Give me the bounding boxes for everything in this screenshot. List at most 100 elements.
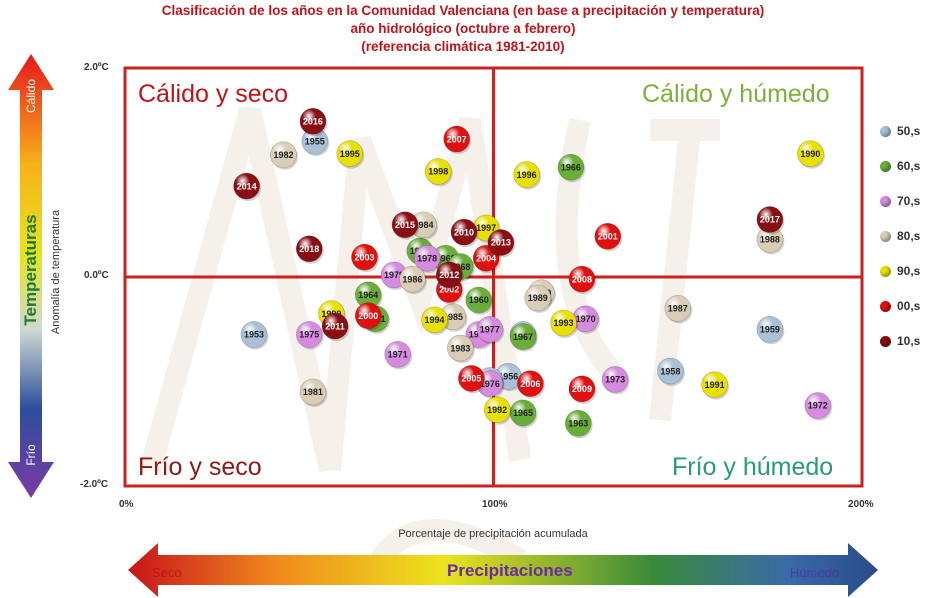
title-line-2: año hidrológico (octubre a febrero) xyxy=(350,21,576,36)
point-label: 2007 xyxy=(447,134,467,144)
chart-title: Clasificación de los años en la Comunida… xyxy=(0,2,926,56)
point-label: 2017 xyxy=(760,215,780,225)
data-point: 2018 xyxy=(295,235,324,264)
point-marker xyxy=(458,365,485,392)
data-point: 1993 xyxy=(550,309,579,338)
point-marker xyxy=(413,244,441,272)
data-point: 1996 xyxy=(513,161,542,190)
y-tick-label: 2.0ºC xyxy=(84,62,109,73)
legend-marker xyxy=(880,125,891,137)
point-label: 2005 xyxy=(461,374,481,384)
point-marker xyxy=(564,409,592,437)
data-point: 1983 xyxy=(447,334,475,364)
data-point: 1978 xyxy=(413,244,442,274)
point-marker xyxy=(299,107,327,135)
legend-marker xyxy=(880,300,891,312)
point-marker xyxy=(391,211,419,239)
point-marker xyxy=(594,222,622,250)
point-marker xyxy=(568,265,596,293)
point-marker xyxy=(756,206,784,233)
quadrant-label-hot-wet: Cálido y húmedo xyxy=(642,80,830,108)
point-marker xyxy=(295,235,323,263)
data-point: 1971 xyxy=(384,341,413,370)
point-marker xyxy=(557,153,585,181)
temperature-arrow xyxy=(8,54,54,498)
point-label: 1967 xyxy=(513,332,533,342)
precip-label: Precipitaciones xyxy=(447,561,573,580)
legend-marker xyxy=(880,195,891,207)
point-marker xyxy=(336,140,364,167)
data-point: 1986 xyxy=(399,265,427,295)
data-point: 1984 xyxy=(410,211,438,240)
point-marker xyxy=(701,371,728,398)
data-point: 1973 xyxy=(601,366,630,395)
point-label: 2015 xyxy=(395,220,415,230)
title-line-1: Clasificación de los años en la Comunida… xyxy=(161,3,765,18)
title-line-3: (referencia climática 1981-2010) xyxy=(361,39,565,54)
point-label: 2002 xyxy=(439,285,459,295)
point-label: 1978 xyxy=(417,253,437,263)
x-axis-label: Porcentaje de precipitación acumulada xyxy=(398,528,588,540)
point-label: 1984 xyxy=(413,220,433,230)
point-label: 2001 xyxy=(598,231,618,241)
legend-label: 00,s xyxy=(897,299,921,313)
point-marker xyxy=(804,392,832,419)
data-point: 1955 xyxy=(301,127,330,157)
legend-label: 50,s xyxy=(897,124,921,138)
legend-label: 70,s xyxy=(897,194,921,208)
data-point: 2006 xyxy=(517,370,545,399)
point-label: 2016 xyxy=(303,116,323,126)
data-point: 2013 xyxy=(487,229,516,258)
precipitation-arrow xyxy=(128,543,878,597)
y-tick-label: 0.0ºC xyxy=(84,270,109,281)
data-point: 1953 xyxy=(240,321,269,350)
precip-right-label: Húmedo xyxy=(790,565,840,580)
point-label: 1997 xyxy=(476,223,496,233)
legend-item: 10,s xyxy=(880,333,920,349)
point-label: 2012 xyxy=(439,270,459,280)
data-point: 1967 xyxy=(509,323,538,352)
point-marker xyxy=(509,399,537,427)
legend-item: 50,s xyxy=(880,123,920,139)
point-marker xyxy=(664,295,692,322)
legend-item: 00,s xyxy=(880,298,920,314)
point-label: 1983 xyxy=(450,343,470,353)
data-point: 2007 xyxy=(443,125,472,155)
legend-label: 10,s xyxy=(897,334,921,348)
point-label: 1976 xyxy=(480,379,500,389)
legend-marker xyxy=(880,335,891,347)
point-marker xyxy=(447,334,474,362)
point-marker xyxy=(509,323,537,350)
point-label: 1958 xyxy=(660,366,680,376)
data-point: 1991 xyxy=(701,371,730,400)
point-label: 1962 xyxy=(436,253,456,263)
point-marker xyxy=(435,261,463,289)
point-label: 1956 xyxy=(498,371,518,381)
point-label: 1989 xyxy=(528,293,548,303)
point-label: 1977 xyxy=(480,324,500,334)
point-label: 1991 xyxy=(705,380,725,390)
data-point: 2010 xyxy=(450,218,479,248)
point-marker xyxy=(240,321,268,348)
point-marker xyxy=(399,265,426,293)
point-label: 1972 xyxy=(808,401,828,411)
point-marker xyxy=(476,315,504,343)
point-label: 2008 xyxy=(572,274,592,284)
point-marker xyxy=(657,357,684,385)
point-label: 2014 xyxy=(237,181,257,191)
x-tick-label: 0% xyxy=(119,499,134,510)
data-point: 2001 xyxy=(594,222,623,252)
point-label: 2010 xyxy=(454,227,474,237)
point-marker xyxy=(421,306,448,334)
data-point: 1977 xyxy=(476,315,505,345)
precip-left-label: Seco xyxy=(152,565,182,580)
legend-label: 60,s xyxy=(897,159,921,173)
temperature-top-label: Cálido xyxy=(24,78,38,114)
data-point: 1981 xyxy=(299,378,328,407)
data-point: 1958 xyxy=(657,357,685,387)
point-marker xyxy=(424,158,452,185)
point-label: 1993 xyxy=(553,318,573,328)
point-label: 2011 xyxy=(325,321,345,331)
point-marker xyxy=(351,243,378,271)
